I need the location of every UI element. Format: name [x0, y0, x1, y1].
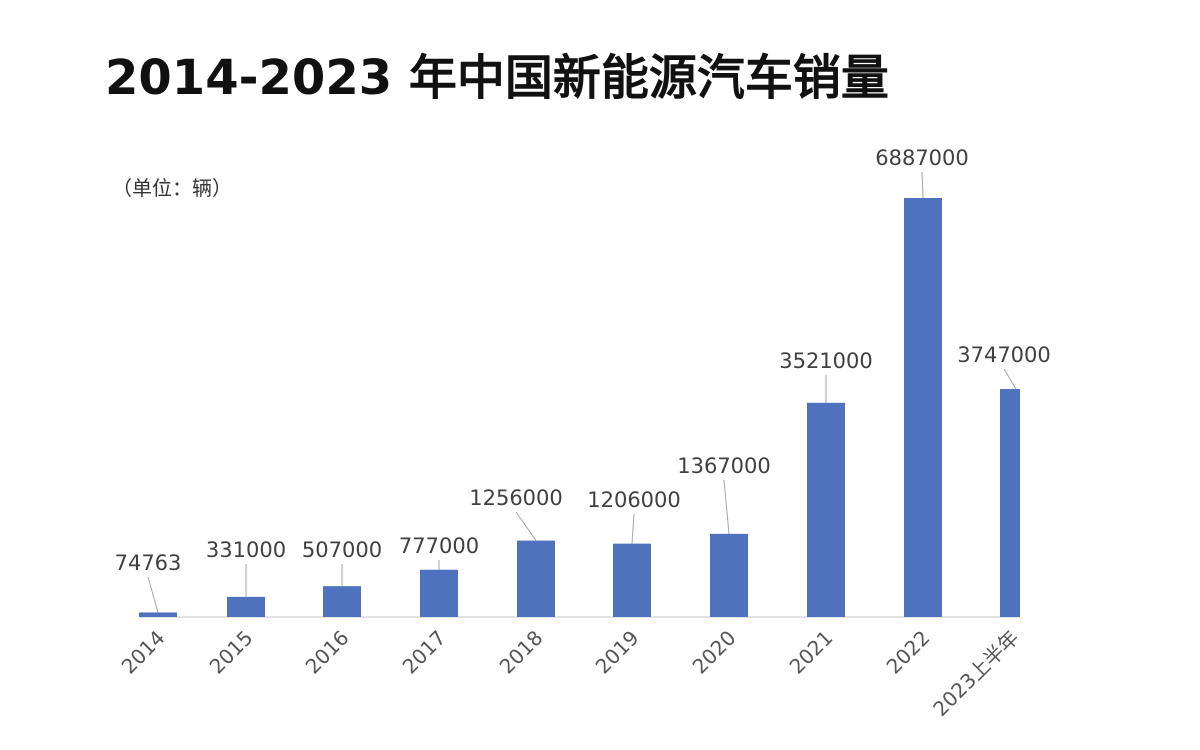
bar-2014	[139, 612, 177, 617]
value-label: 331000	[206, 538, 286, 562]
x-tick-label: 2022	[882, 626, 935, 679]
value-label: 1206000	[587, 488, 681, 512]
x-tick-label: 2019	[591, 626, 644, 679]
x-tick-label: 2021	[785, 626, 838, 679]
value-label: 3747000	[957, 343, 1051, 367]
bar-2023上半年	[1000, 389, 1020, 617]
value-label: 6887000	[875, 146, 969, 170]
bar-2019	[613, 543, 651, 617]
leader-line	[631, 513, 635, 544]
x-tick-label: 2015	[205, 626, 258, 679]
bar-2016	[323, 586, 361, 617]
x-tick-label: 2023上半年	[928, 626, 1023, 721]
value-label: 1367000	[677, 454, 771, 478]
chart-title: 2014-2023 年中国新能源汽车销量	[105, 50, 889, 106]
bar-2018	[517, 540, 555, 617]
leader-line	[147, 576, 159, 613]
x-tick-label: 2018	[495, 626, 548, 679]
unit-label: （单位：辆）	[112, 176, 232, 200]
leader-line	[723, 479, 730, 534]
bar-2022	[904, 198, 942, 617]
value-label: 507000	[302, 538, 382, 562]
leader-line	[515, 511, 537, 541]
leader-line	[921, 171, 924, 199]
value-label: 777000	[399, 534, 479, 558]
value-label: 74763	[115, 551, 182, 575]
x-tick-label: 2017	[398, 626, 451, 679]
bar-2015	[227, 596, 265, 617]
leader-line	[1003, 368, 1017, 390]
bar-2017	[420, 569, 458, 617]
value-label: 1256000	[469, 486, 563, 510]
bar-2021	[807, 402, 845, 617]
x-tick-label: 2014	[117, 626, 170, 679]
x-tick-label: 2016	[301, 626, 354, 679]
x-tick-label: 2020	[688, 626, 741, 679]
bar-2020	[710, 533, 748, 617]
value-label: 3521000	[779, 349, 873, 373]
